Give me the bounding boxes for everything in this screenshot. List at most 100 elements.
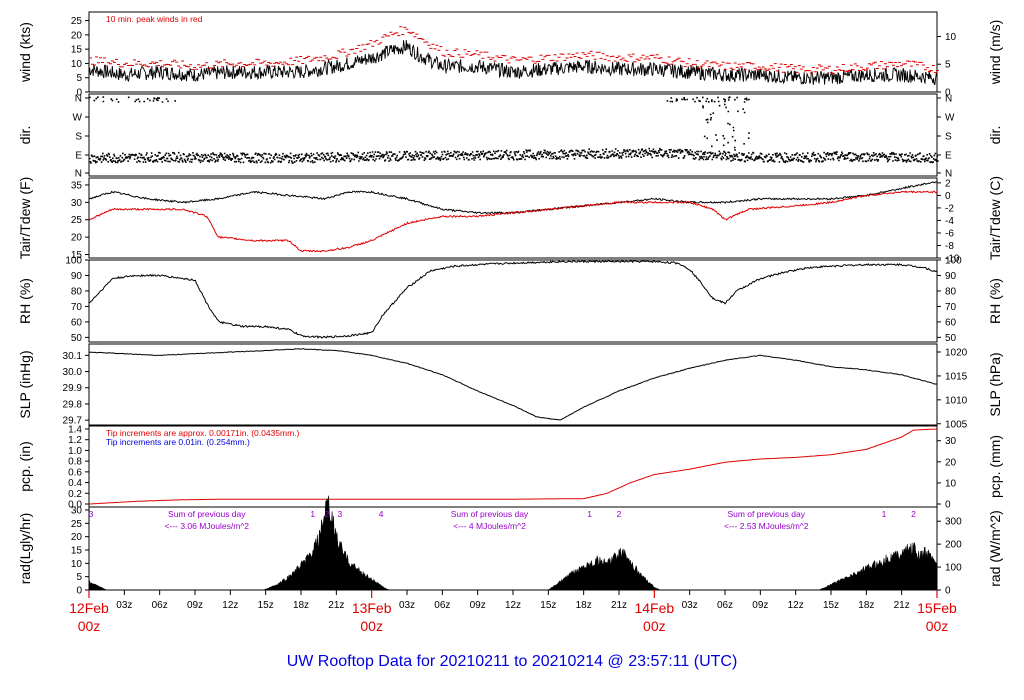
pcp-ylabel-left: pcp. (in) xyxy=(17,441,33,492)
temp-right-tick-label: -8 xyxy=(945,241,954,252)
x-tick-label: 15z xyxy=(823,600,839,611)
slp-right-tick-label: 1015 xyxy=(945,371,968,382)
slp-left-tick-label: 29.8 xyxy=(63,399,83,410)
rad-marker: 2 xyxy=(617,509,622,519)
day-label: 15Feb xyxy=(917,600,957,616)
temp-left-tick-label: 30 xyxy=(71,198,83,209)
day-hour-label: 00z xyxy=(360,618,383,634)
pcp-right-tick-label: 20 xyxy=(945,457,957,468)
dir-right-tick-label: N xyxy=(945,169,952,180)
day-hour-label: 00z xyxy=(78,618,101,634)
rh-right-tick-label: 90 xyxy=(945,271,957,282)
pcp-right-tick-label: 0 xyxy=(945,500,951,511)
rh-right-tick-label: 60 xyxy=(945,317,957,328)
temp-right-tick-label: 0 xyxy=(945,191,951,202)
chart-title: UW Rooftop Data for 20210211 to 20210214… xyxy=(287,653,738,670)
temp-ylabel-right: Tair/Tdew (C) xyxy=(987,176,1003,260)
day-hour-label: 00z xyxy=(926,618,949,634)
rh-line xyxy=(88,259,938,339)
slp-right-tick-label: 1005 xyxy=(945,419,968,430)
x-tick-label: 21z xyxy=(611,600,627,611)
dir-left-tick-label: N xyxy=(75,94,82,105)
slp-frame xyxy=(88,343,938,426)
pcp-left-tick-label: 1.4 xyxy=(68,425,82,436)
rad-day-sum-label: Sum of previous day xyxy=(451,509,529,519)
rad-marker: 4 xyxy=(379,509,384,519)
x-tick-label: 21z xyxy=(894,600,910,611)
x-tick-label: 12z xyxy=(788,600,804,611)
pcp-left-tick-label: 0.0 xyxy=(68,500,82,511)
temp-ylabel-left: Tair/Tdew (F) xyxy=(17,177,33,259)
rh-ylabel-left: RH (%) xyxy=(17,278,33,324)
dir-right-tick-label: S xyxy=(945,132,952,143)
wind-left-tick-label: 20 xyxy=(71,30,83,41)
pcp-note-blue: Tip increments are 0.01in. (0.254mm.) xyxy=(106,437,250,447)
wind-right-tick-label: 5 xyxy=(945,60,951,71)
x-tick-label: 06z xyxy=(717,600,733,611)
x-tick-label: 15z xyxy=(540,600,556,611)
pcp-left-tick-label: 0.2 xyxy=(68,489,82,500)
rh-left-tick-label: 70 xyxy=(71,302,83,313)
rh-ylabel-right: RH (%) xyxy=(987,278,1003,324)
x-tick-label: 18z xyxy=(576,600,592,611)
rad-marker: 1 xyxy=(310,509,315,519)
rad-right-tick-label: 300 xyxy=(945,517,962,528)
temp-right-tick-label: -6 xyxy=(945,228,954,239)
temp-right-tick-label: 2 xyxy=(945,178,951,189)
dir-left-tick-label: E xyxy=(75,151,82,162)
temp-right-tick-label: -2 xyxy=(945,203,954,214)
rad-marker: 3 xyxy=(337,509,342,519)
rh-left-tick-label: 90 xyxy=(71,271,83,282)
slp-right-tick-label: 1020 xyxy=(945,348,968,359)
dir-ylabel-left: dir. xyxy=(17,126,33,145)
rad-left-tick-label: 5 xyxy=(76,572,82,583)
x-tick-label: 12z xyxy=(505,600,521,611)
dir-right-tick-label: N xyxy=(945,94,952,105)
rh-left-tick-label: 50 xyxy=(71,333,83,344)
wind-ylabel-right: wind (m/s) xyxy=(987,20,1003,86)
pcp-right-tick-label: 10 xyxy=(945,478,957,489)
rad-right-tick-label: 200 xyxy=(945,540,962,551)
rad-marker: 1 xyxy=(587,509,592,519)
rh-right-tick-label: 50 xyxy=(945,333,957,344)
rh-right-tick-label: 70 xyxy=(945,302,957,313)
slp-left-tick-label: 29.9 xyxy=(63,383,83,394)
rad-left-tick-label: 25 xyxy=(71,519,83,530)
slp-line xyxy=(88,348,938,421)
dir-marks xyxy=(89,96,939,164)
rad-marker: 2 xyxy=(325,509,330,519)
rh-right-tick-label: 80 xyxy=(945,286,957,297)
pcp-note-red: Tip increments are approx. 0.00171in. (0… xyxy=(106,428,300,438)
dir-ylabel-right: dir. xyxy=(987,126,1003,145)
x-tick-label: 21z xyxy=(328,600,344,611)
rad-left-tick-label: 15 xyxy=(71,546,83,557)
x-tick-label: 03z xyxy=(399,600,415,611)
temp-right-tick-label: -4 xyxy=(945,216,954,227)
x-tick-label: 03z xyxy=(682,600,698,611)
rad-frame xyxy=(88,506,938,591)
rad-right-tick-label: 0 xyxy=(945,586,951,597)
rad-day-sum-value: <--- 2.53 MJoules/m^2 xyxy=(724,521,809,531)
wind-left-tick-label: 15 xyxy=(71,45,83,56)
pcp-ylabel-right: pcp. (mm) xyxy=(987,435,1003,498)
rh-frame xyxy=(88,259,938,343)
temp-left-tick-label: 25 xyxy=(71,215,83,226)
dir-left-tick-label: W xyxy=(73,113,83,124)
rad-right-tick-label: 100 xyxy=(945,563,962,574)
wind-right-tick-label: 10 xyxy=(945,32,957,43)
x-tick-label: 06z xyxy=(434,600,450,611)
x-tick-label: 03z xyxy=(116,600,132,611)
rad-day-sum-label: Sum of previous day xyxy=(727,509,805,519)
rad-day-sum-value: <--- 4 MJoules/m^2 xyxy=(453,521,526,531)
slp-right-tick-label: 1010 xyxy=(945,395,968,406)
temp-left-tick-label: 15 xyxy=(71,250,83,261)
x-tick-label: 06z xyxy=(152,600,168,611)
x-tick-label: 15z xyxy=(258,600,274,611)
day-label: 12Feb xyxy=(69,600,109,616)
temp-left-tick-label: 35 xyxy=(71,180,83,191)
wind-right-tick-label: 0 xyxy=(945,88,951,99)
x-tick-label: 18z xyxy=(858,600,874,611)
rad-left-tick-label: 30 xyxy=(71,506,83,517)
rad-left-tick-label: 10 xyxy=(71,559,83,570)
